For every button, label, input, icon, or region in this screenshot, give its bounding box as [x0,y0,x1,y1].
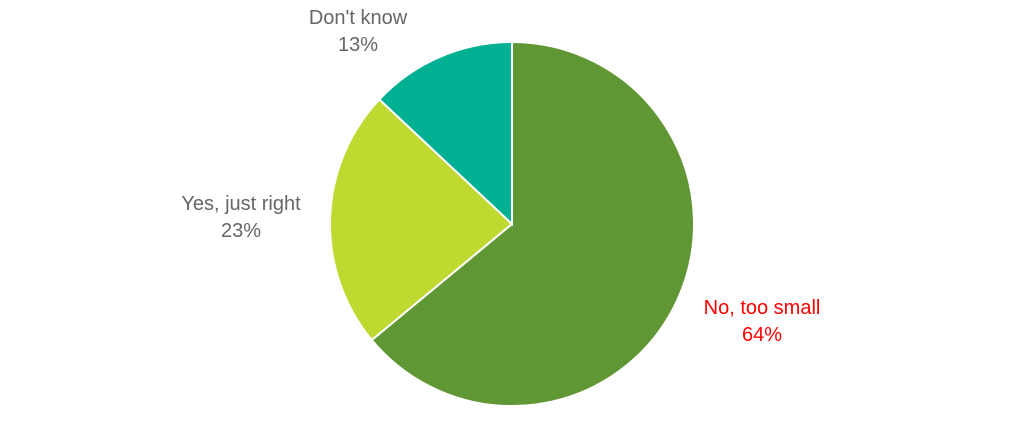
value-dont-know: 13% [338,34,378,56]
value-no-too-small: 64% [742,324,782,346]
label-dont-know: Don't know [309,7,408,29]
value-yes-just-right: 23% [221,220,261,242]
pie-slice-yes-just-right [329,97,514,342]
pie-slice-don-t-know [377,40,513,227]
label-yes-just-right: Yes, just right [181,193,301,215]
pie-slice-no-too-small [370,40,695,407]
label-no-too-small: No, too small [704,297,821,319]
